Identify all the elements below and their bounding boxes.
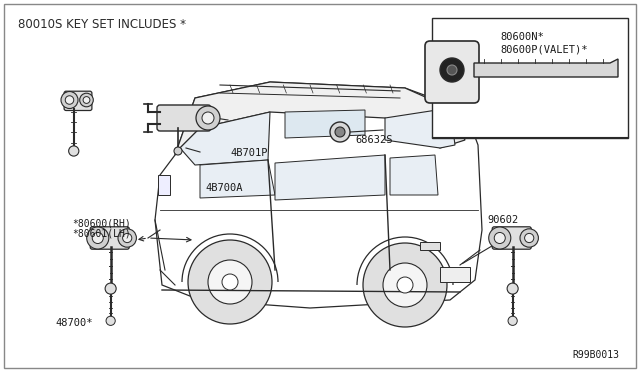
Circle shape xyxy=(106,316,115,326)
Circle shape xyxy=(525,233,534,243)
Bar xyxy=(158,175,170,195)
Polygon shape xyxy=(200,160,275,198)
Text: *80601(LH): *80601(LH) xyxy=(72,228,131,238)
Circle shape xyxy=(330,122,350,142)
Circle shape xyxy=(188,240,272,324)
Circle shape xyxy=(208,260,252,304)
FancyBboxPatch shape xyxy=(90,227,129,249)
Polygon shape xyxy=(474,59,618,77)
Circle shape xyxy=(507,283,518,294)
Polygon shape xyxy=(180,112,270,165)
Circle shape xyxy=(222,274,238,290)
Circle shape xyxy=(494,232,506,244)
Text: 68632S: 68632S xyxy=(355,135,392,145)
Text: 90602: 90602 xyxy=(487,215,518,225)
Circle shape xyxy=(397,277,413,293)
Polygon shape xyxy=(275,155,385,200)
Text: 4B701P: 4B701P xyxy=(230,148,268,158)
Circle shape xyxy=(61,92,78,109)
Circle shape xyxy=(105,283,116,294)
Circle shape xyxy=(92,232,103,244)
Circle shape xyxy=(196,106,220,130)
Circle shape xyxy=(489,227,511,249)
Polygon shape xyxy=(175,82,465,155)
Circle shape xyxy=(65,96,74,104)
FancyBboxPatch shape xyxy=(492,227,531,249)
Polygon shape xyxy=(285,110,365,138)
Bar xyxy=(420,242,440,250)
Circle shape xyxy=(86,227,109,249)
Text: *80600(RH): *80600(RH) xyxy=(72,218,131,228)
Text: 48700*: 48700* xyxy=(55,318,93,328)
Text: 80600P(VALET)*: 80600P(VALET)* xyxy=(500,44,588,54)
Circle shape xyxy=(118,229,136,247)
Circle shape xyxy=(440,58,464,82)
Bar xyxy=(432,18,628,138)
Circle shape xyxy=(508,316,517,326)
Circle shape xyxy=(174,147,182,155)
Circle shape xyxy=(520,229,538,247)
Text: 80010S KEY SET INCLUDES *: 80010S KEY SET INCLUDES * xyxy=(18,18,186,31)
Polygon shape xyxy=(385,108,455,148)
Circle shape xyxy=(447,65,457,75)
Circle shape xyxy=(123,233,132,243)
Bar xyxy=(440,267,470,282)
Circle shape xyxy=(68,146,79,156)
Text: 4B700A: 4B700A xyxy=(205,183,243,193)
Polygon shape xyxy=(155,82,482,308)
Polygon shape xyxy=(390,155,438,195)
FancyBboxPatch shape xyxy=(157,105,211,131)
FancyBboxPatch shape xyxy=(425,41,479,103)
Circle shape xyxy=(335,127,345,137)
Circle shape xyxy=(383,263,427,307)
FancyBboxPatch shape xyxy=(64,91,92,110)
Circle shape xyxy=(202,112,214,124)
Text: R99B0013: R99B0013 xyxy=(572,350,619,360)
Circle shape xyxy=(363,243,447,327)
Text: 80600N*: 80600N* xyxy=(500,32,544,42)
Circle shape xyxy=(80,93,93,107)
Circle shape xyxy=(83,97,90,103)
